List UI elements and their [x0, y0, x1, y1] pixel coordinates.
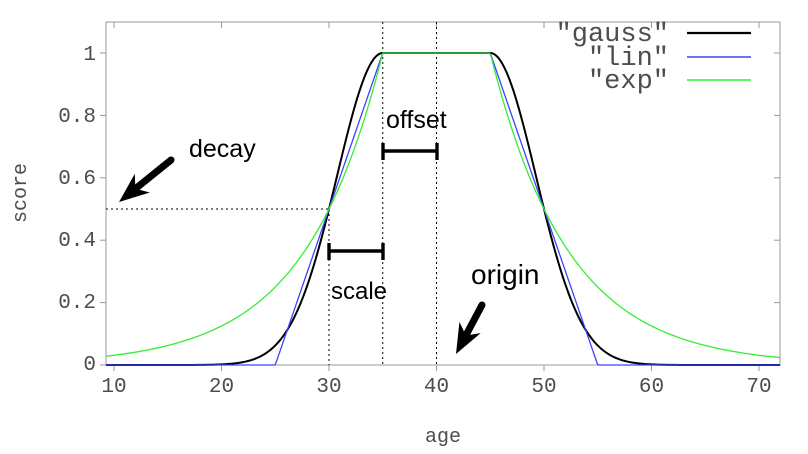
svg-text:"exp": "exp": [588, 67, 669, 97]
svg-text:scale: scale: [331, 278, 387, 305]
svg-text:40: 40: [424, 376, 449, 399]
svg-text:0.4: 0.4: [58, 230, 96, 253]
svg-text:decay: decay: [189, 135, 256, 163]
svg-text:1: 1: [83, 44, 96, 67]
svg-text:origin: origin: [471, 259, 539, 290]
svg-text:70: 70: [746, 376, 771, 399]
svg-text:age: age: [425, 426, 461, 449]
svg-text:10: 10: [101, 376, 126, 399]
svg-text:offset: offset: [386, 106, 447, 134]
svg-text:0.8: 0.8: [58, 106, 96, 129]
svg-text:0.2: 0.2: [58, 292, 96, 315]
svg-text:60: 60: [639, 376, 664, 399]
svg-text:30: 30: [316, 376, 341, 399]
svg-text:score: score: [10, 163, 33, 223]
svg-text:50: 50: [531, 376, 556, 399]
svg-text:0: 0: [83, 354, 96, 377]
svg-text:20: 20: [209, 376, 234, 399]
svg-text:0.6: 0.6: [58, 168, 96, 191]
